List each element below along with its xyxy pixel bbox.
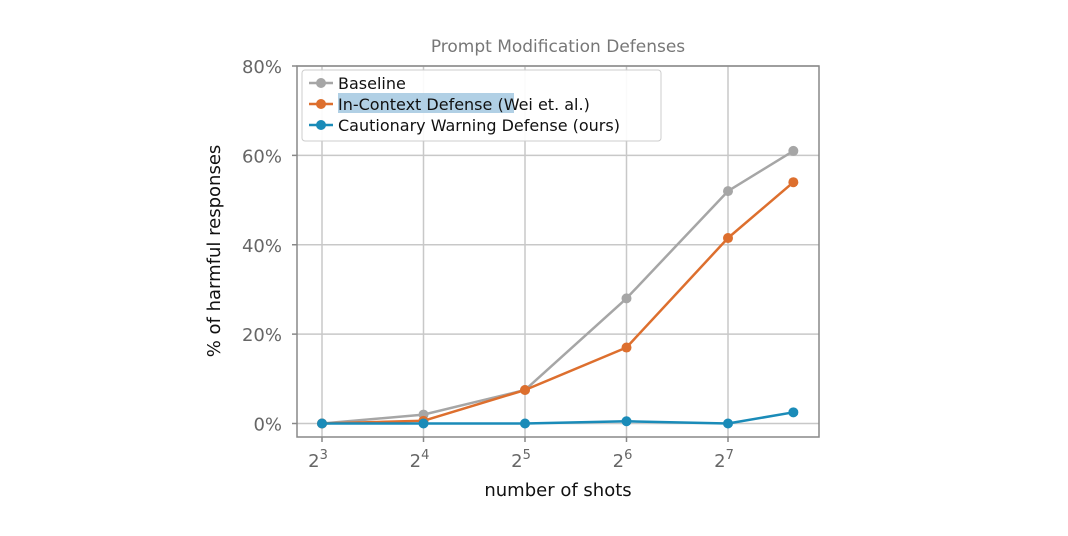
legend-swatch-marker: [316, 99, 326, 109]
x-tick-label: 26: [613, 448, 633, 472]
data-point: [788, 407, 799, 418]
data-point: [723, 233, 733, 244]
x-tick-label: 27: [714, 448, 734, 472]
series-line: [321, 181, 795, 425]
legend-swatch-marker: [316, 78, 326, 88]
y-tick-label: 20%: [242, 325, 282, 346]
x-tick-label: 24: [410, 448, 430, 472]
legend-label: In-Context Defense (Wei et. al.): [338, 95, 590, 114]
y-tick-label: 40%: [242, 236, 282, 257]
x-tick-label: 25: [511, 448, 531, 472]
series-layer: [317, 145, 799, 429]
text-selection-highlight: [338, 93, 514, 113]
plot-frame: [296, 65, 820, 438]
legend-label: Cautionary Warning Defense (ours): [338, 116, 620, 135]
x-tick-label: 23: [308, 448, 328, 472]
data-point: [520, 384, 530, 395]
legend-item: In-Context Defense (Wei et. al.): [309, 93, 590, 114]
data-point: [788, 177, 799, 188]
legend-label: Baseline: [338, 74, 406, 93]
legend-swatch-marker: [316, 120, 326, 130]
legend-item: Cautionary Warning Defense (ours): [309, 116, 620, 135]
y-tick-label: 80%: [242, 57, 282, 78]
data-point: [723, 418, 733, 429]
data-point: [723, 186, 733, 197]
x-axis-label: number of shots: [484, 480, 631, 501]
data-point: [418, 418, 429, 429]
data-point: [621, 293, 632, 304]
series-1: [317, 177, 799, 429]
y-tick-label: 0%: [253, 415, 282, 436]
data-point: [520, 418, 530, 429]
chart-title: Prompt Modification Defenses: [431, 37, 685, 57]
data-point: [788, 145, 799, 156]
series-0: [317, 145, 799, 429]
series-2: [317, 407, 799, 429]
data-point: [621, 342, 632, 353]
series-line: [322, 411, 794, 425]
legend-item: Baseline: [309, 74, 406, 93]
y-axis-label: % of harmful responses: [204, 145, 225, 358]
data-point: [621, 416, 632, 427]
series-line: [321, 149, 795, 425]
y-tick-label: 60%: [242, 146, 282, 167]
x-axis-ticks: 23 24 25 26 27: [308, 437, 734, 472]
y-axis-ticks: 0% 20% 40% 60% 80%: [242, 57, 297, 436]
data-point: [317, 418, 327, 429]
legend: Baseline In-Context Defense (Wei et. al.)…: [301, 69, 662, 142]
